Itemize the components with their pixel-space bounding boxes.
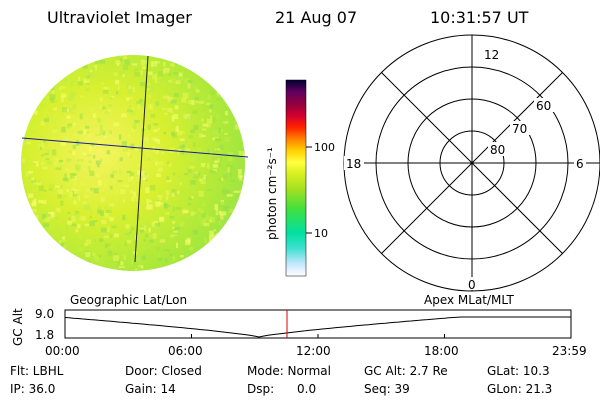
geographic-latitude-line <box>21 137 249 158</box>
geographic-meridian-line <box>134 55 149 263</box>
timeline-x-tick-2359: 23:59 <box>552 344 587 358</box>
altitude-curve <box>64 316 571 338</box>
timeline-x-tick-1800: 18:00 <box>424 344 459 358</box>
status-mode: Mode: Normal <box>247 364 331 378</box>
status-ip: IP: 36.0 <box>10 382 56 396</box>
mlt-label-6: 6 <box>576 157 584 171</box>
mlt-label-0: 0 <box>468 278 476 292</box>
color-scale-bar: 100 10 photon cm⁻²s⁻¹ <box>265 79 335 277</box>
timeline-right-label: Apex MLat/MLT <box>424 293 514 307</box>
timeline-y-axis-title: GC Alt <box>11 308 25 346</box>
time-label: 10:31:57 UT <box>430 8 529 27</box>
status-gain: Gain: 14 <box>125 382 176 396</box>
status-filter: Flt: LBHL <box>10 364 64 378</box>
status-seq: Seq: 39 <box>364 382 410 396</box>
orbit-timeline-panel: Geographic Lat/Lon Apex MLat/MLT GC Alt … <box>11 293 572 346</box>
date-label: 21 Aug 07 <box>275 8 358 27</box>
lat-label-60: 60 <box>536 99 551 113</box>
lat-label-70: 70 <box>512 122 527 136</box>
colorbar-unit-label: photon cm⁻²s⁻¹ <box>265 147 279 240</box>
timeline-x-tick-0000: 00:00 <box>45 344 80 358</box>
status-glon: GLon: 21.3 <box>487 382 553 396</box>
status-gc-alt: GC Alt: 2.7 Re <box>364 364 448 378</box>
timeline-y-tick-high: 9.0 <box>35 307 54 321</box>
timeline-x-tick-1200: 12:00 <box>296 344 331 358</box>
instrument-title: Ultraviolet Imager <box>47 8 192 27</box>
timeline-x-tick-0600: 06:00 <box>168 344 203 358</box>
mlt-label-18: 18 <box>346 157 361 171</box>
polar-diagonal-2 <box>381 72 563 254</box>
mlt-label-12: 12 <box>484 48 499 62</box>
polar-grid-panel <box>343 34 600 292</box>
timeline-left-label: Geographic Lat/Lon <box>70 293 187 307</box>
lat-label-80: 80 <box>490 143 505 157</box>
status-door: Door: Closed <box>125 364 202 378</box>
colorbar-tick-label-100: 100 <box>314 141 335 154</box>
uv-image-panel <box>21 55 249 271</box>
status-dsp: Dsp: 0.0 <box>247 382 317 396</box>
color-scale-gradient <box>285 79 307 277</box>
timeline-y-tick-low: 1.8 <box>35 328 54 342</box>
colorbar-tick-label-10: 10 <box>314 227 328 240</box>
status-glat: GLat: 10.3 <box>487 364 550 378</box>
